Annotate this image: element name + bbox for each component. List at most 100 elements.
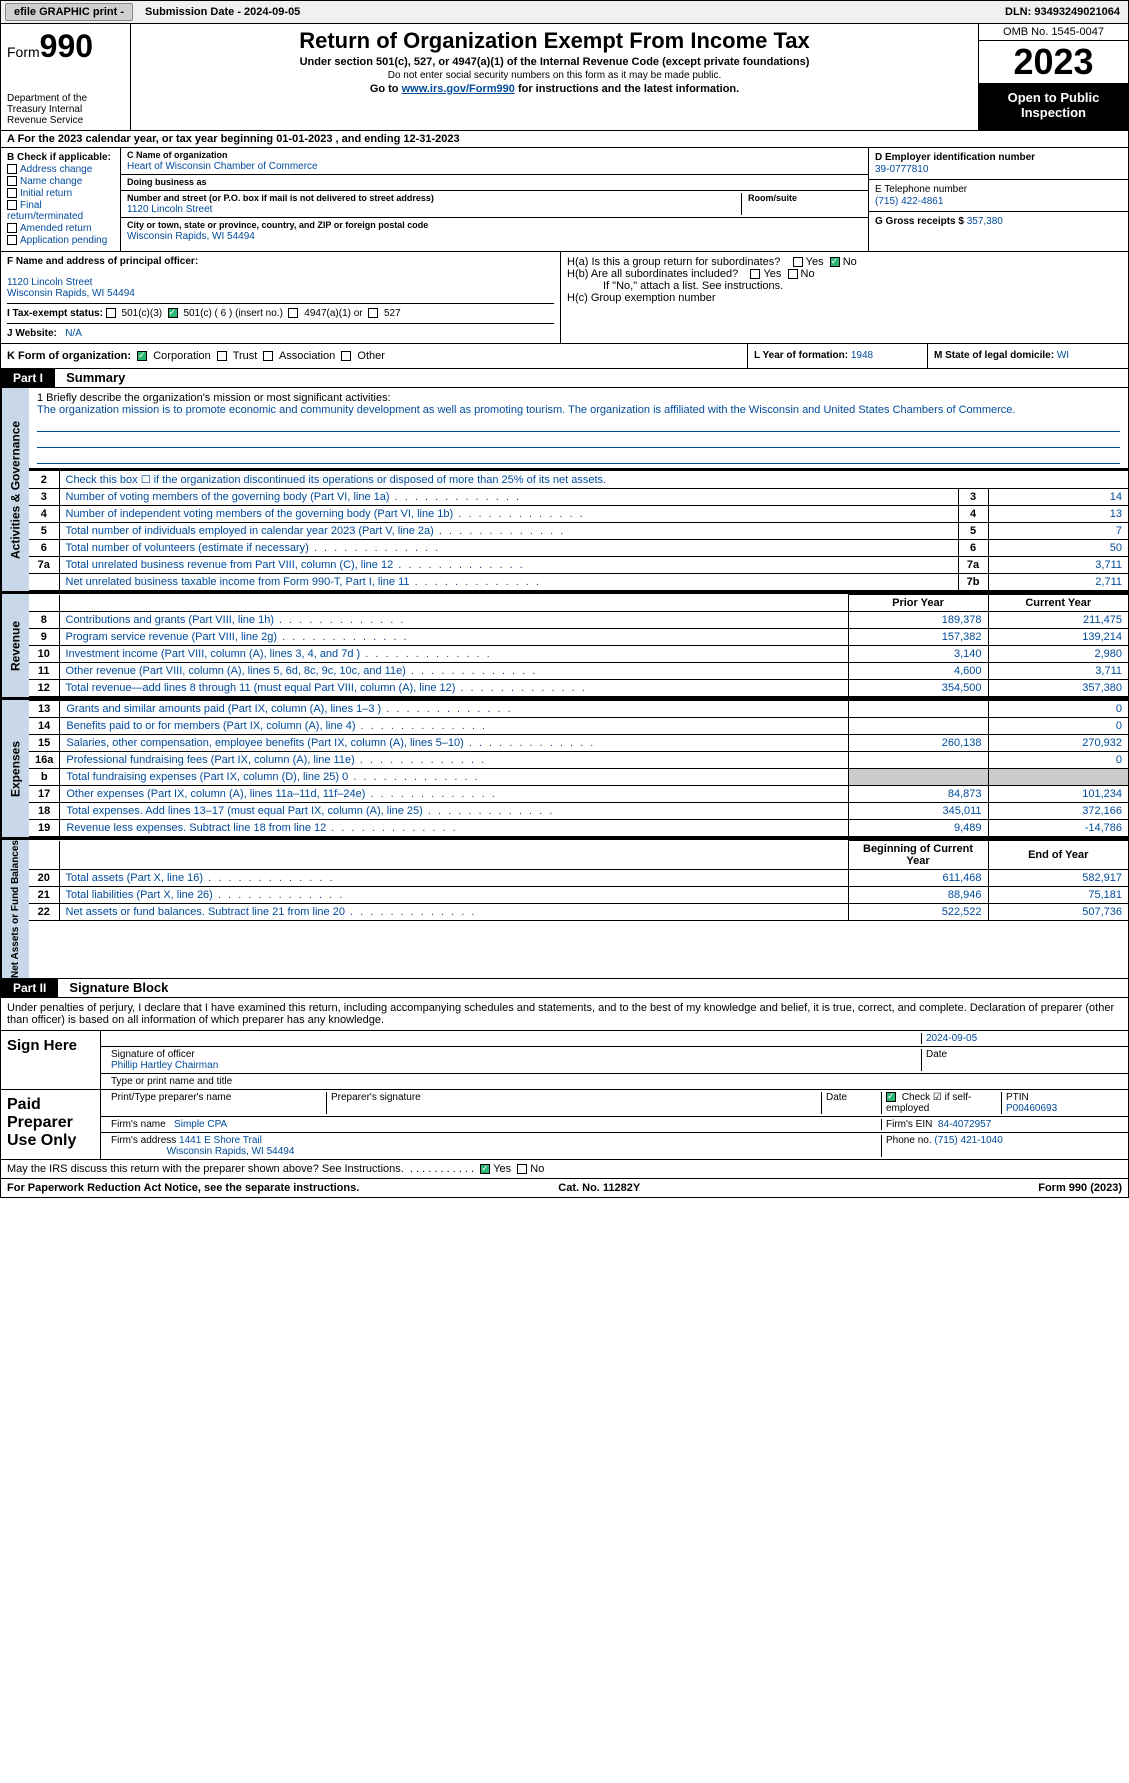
- mission-question: 1 Briefly describe the organization's mi…: [37, 392, 1120, 404]
- goto-pre: Go to: [370, 83, 402, 95]
- row-idx: 4: [958, 506, 988, 523]
- row-desc: Total number of individuals employed in …: [59, 523, 958, 540]
- discuss-yes[interactable]: [480, 1164, 490, 1174]
- row-num: 11: [29, 663, 59, 680]
- chk-amended[interactable]: Amended return: [7, 223, 114, 234]
- row-desc: Benefits paid to or for members (Part IX…: [60, 718, 848, 735]
- discuss-no[interactable]: [517, 1164, 527, 1174]
- row-num: 15: [29, 735, 60, 752]
- form-org-label: K Form of organization:: [7, 350, 131, 362]
- current-val: 270,932: [988, 735, 1128, 752]
- row-num: 18: [29, 803, 60, 820]
- chk-pending[interactable]: Application pending: [7, 235, 114, 246]
- begin-val: 611,468: [848, 870, 988, 887]
- ptin: P00460693: [1006, 1103, 1057, 1114]
- part-2-header: Part II Signature Block: [0, 979, 1129, 998]
- line-j: J Website: N/A: [7, 323, 554, 339]
- ein-label: D Employer identification number: [875, 152, 1122, 163]
- officer-label: F Name and address of principal officer:: [7, 256, 554, 267]
- row-num: 6: [29, 540, 59, 557]
- begin-year-hdr: Beginning of Current Year: [848, 841, 988, 870]
- row-idx: 7a: [958, 557, 988, 574]
- irs-link[interactable]: www.irs.gov/Form990: [402, 83, 515, 95]
- form-header: Form990 Department of the Treasury Inter…: [0, 24, 1129, 131]
- form-subtitle-3: Go to www.irs.gov/Form990 for instructio…: [137, 83, 972, 95]
- chk-501c[interactable]: [168, 308, 178, 318]
- chk-self-employed[interactable]: [886, 1092, 896, 1102]
- prior-val: 157,382: [848, 629, 988, 646]
- ha-yes[interactable]: [793, 257, 803, 267]
- efile-button[interactable]: efile GRAPHIC print -: [5, 3, 133, 21]
- row-desc: Net unrelated business taxable income fr…: [59, 574, 958, 591]
- h-b-note: If "No," attach a list. See instructions…: [603, 280, 1122, 292]
- prep-date-label: Date: [822, 1092, 882, 1114]
- opt-4947: 4947(a)(1) or: [304, 308, 362, 319]
- prior-val: [848, 718, 988, 735]
- prior-val: 354,500: [848, 680, 988, 697]
- part-1-tag: Part I: [1, 369, 55, 387]
- prior-val: 189,378: [848, 612, 988, 629]
- row-val: 14: [988, 489, 1128, 506]
- chk-4947[interactable]: [288, 308, 298, 318]
- section-bcd: B Check if applicable: Address change Na…: [0, 148, 1129, 252]
- chk-other[interactable]: [341, 351, 351, 361]
- opt-501c3: 501(c)(3): [122, 308, 163, 319]
- row-desc: Investment income (Part VIII, column (A)…: [59, 646, 848, 663]
- tel-label: E Telephone number: [875, 184, 1122, 195]
- row-num: [29, 574, 59, 591]
- part-2-title: Signature Block: [61, 978, 176, 997]
- row-desc: Total fundraising expenses (Part IX, col…: [60, 769, 848, 786]
- chk-address[interactable]: Address change: [7, 164, 114, 175]
- current-val: 372,166: [988, 803, 1128, 820]
- firm-addr2: Wisconsin Rapids, WI 54494: [167, 1146, 295, 1157]
- box-b-title: B Check if applicable:: [7, 152, 114, 163]
- chk-name[interactable]: Name change: [7, 176, 114, 187]
- sig-date: 2024-09-05: [926, 1033, 977, 1044]
- row-num: 7a: [29, 557, 59, 574]
- current-val: 357,380: [988, 680, 1128, 697]
- tax-status-label: I Tax-exempt status:: [7, 308, 103, 319]
- row-desc: Contributions and grants (Part VIII, lin…: [59, 612, 848, 629]
- prior-val: 4,600: [848, 663, 988, 680]
- hb-yes[interactable]: [750, 269, 760, 279]
- part-1-header: Part I Summary: [0, 369, 1129, 388]
- line-l: L Year of formation: 1948: [748, 344, 928, 368]
- prior-val: 260,138: [848, 735, 988, 752]
- chk-527[interactable]: [368, 308, 378, 318]
- expenses-section: Expenses 13Grants and similar amounts pa…: [0, 698, 1129, 838]
- ha-no[interactable]: [830, 257, 840, 267]
- year-formation: 1948: [851, 350, 873, 361]
- row-desc: Total revenue—add lines 8 through 11 (mu…: [59, 680, 848, 697]
- street: 1120 Lincoln Street: [127, 204, 735, 215]
- goto-post: for instructions and the latest informat…: [515, 83, 739, 95]
- box-h: H(a) Is this a group return for subordin…: [561, 252, 1128, 343]
- sig-type-label: Type or print name and title: [107, 1076, 1122, 1087]
- row-num: 17: [29, 786, 60, 803]
- line-k: K Form of organization: Corporation Trus…: [1, 344, 748, 368]
- chk-501c3[interactable]: [106, 308, 116, 318]
- side-governance: Activities & Governance: [1, 388, 29, 591]
- firm-addr1: 1441 E Shore Trail: [179, 1135, 262, 1146]
- row-idx: 6: [958, 540, 988, 557]
- chk-initial[interactable]: Initial return: [7, 188, 114, 199]
- chk-corp[interactable]: [137, 351, 147, 361]
- part-2-tag: Part II: [1, 979, 58, 997]
- chk-trust[interactable]: [217, 351, 227, 361]
- hb-no[interactable]: [788, 269, 798, 279]
- line-a: A For the 2023 calendar year, or tax yea…: [0, 131, 1129, 148]
- chk-assoc[interactable]: [263, 351, 273, 361]
- row-desc: Check this box ☐ if the organization dis…: [59, 471, 1128, 489]
- row-desc: Total assets (Part X, line 16): [59, 870, 848, 887]
- row-desc: Revenue less expenses. Subtract line 18 …: [60, 820, 848, 837]
- prior-val: [848, 752, 988, 769]
- page-footer: For Paperwork Reduction Act Notice, see …: [0, 1179, 1129, 1198]
- sig-officer-label: Signature of officer: [111, 1049, 195, 1060]
- row-desc: Net assets or fund balances. Subtract li…: [59, 904, 848, 921]
- row-num: 16a: [29, 752, 60, 769]
- header-middle: Return of Organization Exempt From Incom…: [131, 24, 978, 130]
- row-desc: Professional fundraising fees (Part IX, …: [60, 752, 848, 769]
- governance-table: 2Check this box ☐ if the organization di…: [29, 470, 1128, 591]
- current-val: 139,214: [988, 629, 1128, 646]
- current-val: 3,711: [988, 663, 1128, 680]
- chk-final[interactable]: Final return/terminated: [7, 200, 114, 222]
